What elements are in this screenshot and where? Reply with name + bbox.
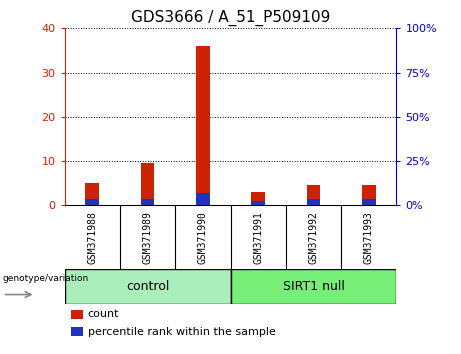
- Text: GSM371991: GSM371991: [253, 211, 263, 264]
- Bar: [141, 199, 154, 205]
- Title: GDS3666 / A_51_P509109: GDS3666 / A_51_P509109: [131, 9, 330, 25]
- Bar: [362, 199, 376, 205]
- Text: genotype/variation: genotype/variation: [3, 274, 89, 284]
- Text: GSM371990: GSM371990: [198, 211, 208, 264]
- Text: GSM371993: GSM371993: [364, 211, 374, 264]
- Bar: [362, 185, 376, 205]
- Text: control: control: [126, 280, 169, 293]
- Bar: [251, 192, 265, 205]
- Text: count: count: [88, 309, 119, 319]
- Bar: [85, 183, 99, 205]
- Bar: [251, 201, 265, 205]
- Bar: [65, 269, 230, 304]
- Bar: [85, 199, 99, 205]
- Bar: [141, 163, 154, 205]
- Bar: [307, 199, 320, 205]
- Bar: [307, 185, 320, 205]
- Text: percentile rank within the sample: percentile rank within the sample: [88, 327, 276, 337]
- Bar: [71, 327, 83, 336]
- Bar: [230, 269, 396, 304]
- Text: GSM371989: GSM371989: [142, 211, 153, 264]
- Text: SIRT1 null: SIRT1 null: [283, 280, 344, 293]
- Bar: [71, 310, 83, 319]
- Text: GSM371988: GSM371988: [87, 211, 97, 264]
- Text: GSM371992: GSM371992: [308, 211, 319, 264]
- Bar: [196, 193, 210, 205]
- Bar: [196, 46, 210, 205]
